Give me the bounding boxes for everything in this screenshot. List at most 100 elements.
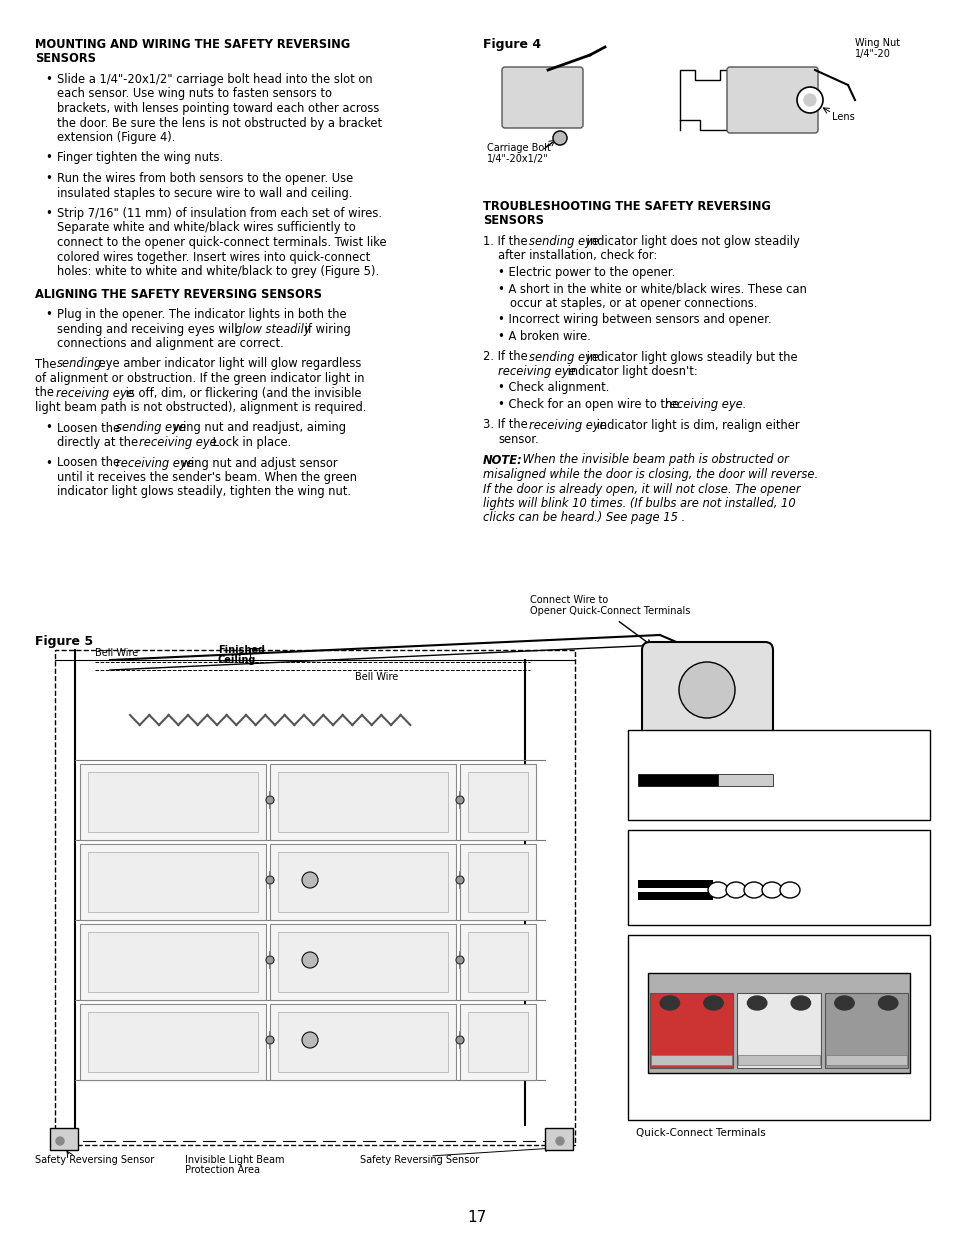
Text: SENSORS: SENSORS	[35, 53, 96, 65]
Bar	[468, 1011, 527, 1072]
Text: receiving eye.: receiving eye.	[664, 398, 745, 411]
Bar	[88, 1011, 257, 1072]
Text: •: •	[45, 308, 51, 321]
Ellipse shape	[659, 995, 679, 1010]
Text: • A short in the white or white/black wires. These can: • A short in the white or white/black wi…	[497, 283, 806, 295]
Bar	[88, 932, 257, 992]
Text: sending eye: sending eye	[529, 235, 598, 248]
Bar	[50, 1128, 78, 1150]
Text: 1. If the: 1. If the	[482, 235, 531, 248]
Text: misaligned while the door is closing, the door will reverse.: misaligned while the door is closing, th…	[482, 468, 818, 480]
Text: Slide a 1/4"-20x1/2" carriage bolt head into the slot on: Slide a 1/4"-20x1/2" carriage bolt head …	[57, 73, 373, 86]
Bar	[627, 730, 929, 820]
Bar	[627, 935, 929, 1120]
Bar	[88, 772, 257, 832]
Text: lights will blink 10 times. (If bulbs are not installed, 10: lights will blink 10 times. (If bulbs ar…	[482, 496, 795, 510]
Text: receiving eye: receiving eye	[497, 366, 576, 378]
Text: • Check for an open wire to the: • Check for an open wire to the	[497, 398, 682, 411]
Text: Run the wires from both sensors to the opener. Use: Run the wires from both sensors to the o…	[57, 172, 353, 185]
Text: directly at the: directly at the	[57, 436, 142, 450]
Bar	[80, 924, 266, 1000]
Bar	[270, 924, 456, 1000]
Text: Lock in place.: Lock in place.	[209, 436, 291, 450]
Text: indicator light glows steadily but the: indicator light glows steadily but the	[582, 351, 797, 363]
Text: Separate white and white/black wires sufficiently to: Separate white and white/black wires suf…	[57, 221, 355, 235]
Text: • A broken wire.: • A broken wire.	[497, 330, 590, 343]
Text: receiving eye: receiving eye	[56, 387, 133, 399]
Text: •: •	[45, 421, 51, 435]
Ellipse shape	[743, 882, 763, 898]
Circle shape	[553, 131, 566, 144]
Text: 1/4"-20: 1/4"-20	[854, 49, 890, 59]
Text: TROUBLESHOOTING THE SAFETY REVERSING: TROUBLESHOOTING THE SAFETY REVERSING	[482, 200, 770, 212]
Text: Bell Wire: Bell Wire	[95, 648, 138, 658]
Text: Loosen the: Loosen the	[57, 421, 124, 435]
Text: if wiring: if wiring	[301, 322, 351, 336]
FancyBboxPatch shape	[501, 67, 582, 128]
Bar	[638, 881, 712, 888]
Text: is off, dim, or flickering (and the invisible: is off, dim, or flickering (and the invi…	[122, 387, 361, 399]
Text: When the invisible beam path is obstructed or: When the invisible beam path is obstruct…	[518, 453, 788, 467]
Text: Safety Reversing Sensor: Safety Reversing Sensor	[359, 1155, 478, 1165]
Circle shape	[266, 797, 274, 804]
Bar	[277, 772, 448, 832]
Circle shape	[302, 872, 317, 888]
Circle shape	[679, 662, 734, 718]
Circle shape	[266, 1036, 274, 1044]
Text: clicks can be heard.) See page 15 .: clicks can be heard.) See page 15 .	[482, 511, 684, 525]
Circle shape	[803, 94, 815, 106]
Bar	[468, 932, 527, 992]
Text: MOUNTING AND WIRING THE SAFETY REVERSING: MOUNTING AND WIRING THE SAFETY REVERSING	[35, 38, 350, 51]
Text: White: White	[768, 1045, 797, 1055]
Text: 1.  Strip wire 7/16": 1. Strip wire 7/16"	[638, 736, 735, 746]
Bar	[80, 764, 266, 840]
Text: connections and alignment are correct.: connections and alignment are correct.	[57, 337, 283, 350]
Text: •: •	[45, 172, 51, 185]
Bar	[80, 1004, 266, 1079]
Text: wing nut and readjust, aiming: wing nut and readjust, aiming	[170, 421, 346, 435]
Text: sending: sending	[57, 357, 102, 370]
Text: occur at staples, or at opener connections.: occur at staples, or at opener connectio…	[510, 296, 757, 310]
Bar	[80, 844, 266, 920]
Text: Quick-Connect Terminals: Quick-Connect Terminals	[636, 1128, 765, 1137]
Text: •: •	[45, 73, 51, 86]
Text: 7/16": 7/16"	[727, 760, 748, 769]
Bar	[277, 932, 448, 992]
Ellipse shape	[834, 995, 853, 1010]
Bar	[459, 1004, 536, 1079]
Ellipse shape	[790, 995, 810, 1010]
Text: Protection Area: Protection Area	[185, 1165, 260, 1174]
Text: Red: Red	[678, 1044, 697, 1053]
Text: Lens: Lens	[831, 112, 854, 122]
Bar	[824, 1055, 906, 1065]
Bar	[823, 993, 907, 1068]
Text: 3.  Insert into: 3. Insert into	[638, 941, 707, 951]
Text: Safety Reversing Sensor: Safety Reversing Sensor	[35, 1155, 154, 1165]
Text: Loosen the: Loosen the	[57, 457, 124, 469]
Text: Finger tighten the wing nuts.: Finger tighten the wing nuts.	[57, 152, 223, 164]
Text: White: White	[765, 1044, 794, 1053]
Ellipse shape	[707, 882, 727, 898]
Bar	[647, 973, 909, 1073]
Bar	[55, 650, 575, 1145]
Circle shape	[302, 952, 317, 968]
Text: brackets, with lenses pointing toward each other across: brackets, with lenses pointing toward ea…	[57, 103, 379, 115]
Text: • Electric power to the opener.: • Electric power to the opener.	[497, 266, 675, 279]
Bar	[459, 924, 536, 1000]
Text: the: the	[35, 387, 57, 399]
Bar	[270, 844, 456, 920]
Bar	[638, 774, 718, 785]
Text: Grey: Grey	[856, 1045, 879, 1055]
Circle shape	[266, 956, 274, 965]
Ellipse shape	[780, 882, 800, 898]
Bar	[468, 772, 527, 832]
Bar	[468, 852, 527, 911]
Circle shape	[456, 876, 463, 884]
Bar	[649, 993, 733, 1068]
Text: Strip 7/16" (11 mm) of insulation from each set of wires.: Strip 7/16" (11 mm) of insulation from e…	[57, 207, 381, 220]
Text: Ceiling: Ceiling	[218, 655, 256, 664]
Text: ALIGNING THE SAFETY REVERSING SENSORS: ALIGNING THE SAFETY REVERSING SENSORS	[35, 288, 322, 300]
Text: sending and receiving eyes will: sending and receiving eyes will	[57, 322, 241, 336]
Bar	[738, 1055, 819, 1065]
Text: sensor.: sensor.	[497, 433, 538, 446]
